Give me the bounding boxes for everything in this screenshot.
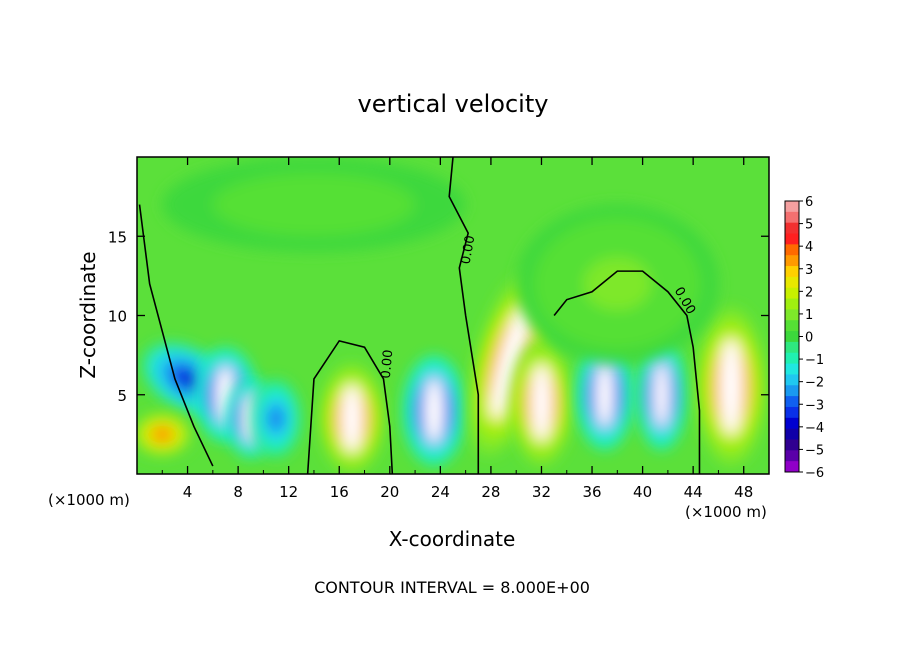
x-tick-label: 44 <box>684 483 703 501</box>
x-unit-label-left: (×1000 m) <box>48 491 130 509</box>
plot-area: 0.000.000.00 <box>136 156 770 475</box>
x-axis-label: X-coordinate <box>389 527 516 551</box>
colorbar-tick-label: 6 <box>805 195 813 210</box>
zero-contour-line <box>448 157 480 474</box>
colorbar-swatch <box>785 428 799 440</box>
velocity-core <box>719 339 743 435</box>
velocity-level <box>179 372 196 386</box>
velocity-core <box>531 364 552 441</box>
x-tick-label: 40 <box>633 483 652 501</box>
velocity-level <box>288 196 340 213</box>
velocity-cell <box>137 410 194 459</box>
x-axis: 4 8 12 16 20 24 28 32 36 40 44 48 <box>161 157 753 501</box>
x-tick-label: 28 <box>481 483 500 501</box>
colorbar-swatch <box>785 363 799 375</box>
velocity-core <box>653 361 670 429</box>
velocity-cell <box>516 204 719 364</box>
velocity-level <box>157 430 168 439</box>
colorbar-tick-label: −1 <box>805 353 824 368</box>
velocity-cell <box>319 363 385 474</box>
y-tick-label: 10 <box>108 308 127 326</box>
colorbar-swatch <box>785 244 799 256</box>
colorbar-tick-label: 4 <box>805 240 813 255</box>
x-tick-label: 24 <box>431 483 450 501</box>
y-axis: 5 10 15 <box>108 228 769 405</box>
colorbar-swatch <box>785 201 799 213</box>
velocity-core <box>595 361 614 429</box>
contour-label: 0.00 <box>459 234 479 265</box>
colorbar-swatch <box>785 352 799 365</box>
zero-contour-line <box>138 204 214 467</box>
velocity-cell <box>467 270 553 456</box>
y-axis-label: Z-coordinate <box>76 251 100 378</box>
colorbar-swatch <box>785 320 799 332</box>
colorbar-swatch <box>785 287 799 300</box>
colorbar-swatch <box>785 309 799 321</box>
velocity-cell <box>695 307 767 467</box>
colorbar-swatch <box>785 406 799 419</box>
colorbar-swatch <box>785 233 799 245</box>
x-tick-label: 20 <box>380 483 399 501</box>
colorbar-swatch <box>785 461 799 473</box>
x-tick-label: 4 <box>183 483 193 501</box>
colorbar-swatch <box>785 385 799 397</box>
colorbar-swatch <box>785 331 799 343</box>
velocity-core <box>341 385 363 452</box>
colorbar-tick-label: 5 <box>805 218 813 233</box>
y-tick-label: 15 <box>108 228 127 246</box>
colorbar-swatch <box>785 255 799 267</box>
velocity-cell <box>636 339 687 451</box>
x-tick-label: 32 <box>532 483 551 501</box>
colorbar-swatch <box>785 266 799 278</box>
velocity-core <box>491 307 529 419</box>
colorbar-swatch <box>785 222 799 235</box>
colorbar: 6 5 4 3 2 1 0 −1 −2 −3 −4 −5 −6 <box>784 195 824 481</box>
contour-label: 0.00 <box>379 349 396 379</box>
contour-interval-footer: CONTOUR INTERVAL = 8.000E+00 <box>314 578 590 597</box>
colorbar-swatch <box>785 417 799 430</box>
colorbar-tick-label: −5 <box>805 443 824 458</box>
x-tick-label: 48 <box>734 483 753 501</box>
velocity-level <box>600 270 635 298</box>
velocity-cell <box>402 355 466 467</box>
colorbar-tick-label: −6 <box>805 466 824 481</box>
colorbar-swatch <box>785 298 799 310</box>
x-tick-label: 8 <box>233 483 243 501</box>
colorbar-tick-label: 0 <box>805 331 813 346</box>
velocity-cell <box>250 378 302 459</box>
zero-contour-line <box>553 270 701 474</box>
colorbar-tick-label: 3 <box>805 263 813 278</box>
colorbar-swatch <box>785 439 799 451</box>
velocity-cell <box>509 339 574 467</box>
colorbar-swatch <box>785 341 799 354</box>
y-tick-label: 5 <box>117 387 127 405</box>
colorbar-swatch <box>785 276 799 289</box>
zero-contour-line <box>306 339 394 474</box>
colorbar-tick-label: 1 <box>805 308 813 323</box>
colorbar-swatch <box>785 211 799 224</box>
x-tick-label: 16 <box>330 483 349 501</box>
colorbar-tick-label: −4 <box>805 421 824 436</box>
velocity-cell <box>162 157 466 253</box>
x-tick-label: 36 <box>582 483 601 501</box>
colorbar-swatch <box>785 450 799 462</box>
velocity-level <box>271 411 281 426</box>
colorbar-tick-label: −3 <box>805 398 824 413</box>
colorbar-tick-label: 2 <box>805 285 813 300</box>
velocity-core <box>423 377 445 444</box>
chart-title: vertical velocity <box>358 90 549 118</box>
velocity-cell <box>575 339 634 451</box>
x-unit-label-right: (×1000 m) <box>685 503 767 521</box>
colorbar-swatch <box>785 374 799 386</box>
colorbar-tick-label: −2 <box>805 376 824 391</box>
colorbar-swatch <box>785 396 799 408</box>
x-tick-label: 12 <box>279 483 298 501</box>
